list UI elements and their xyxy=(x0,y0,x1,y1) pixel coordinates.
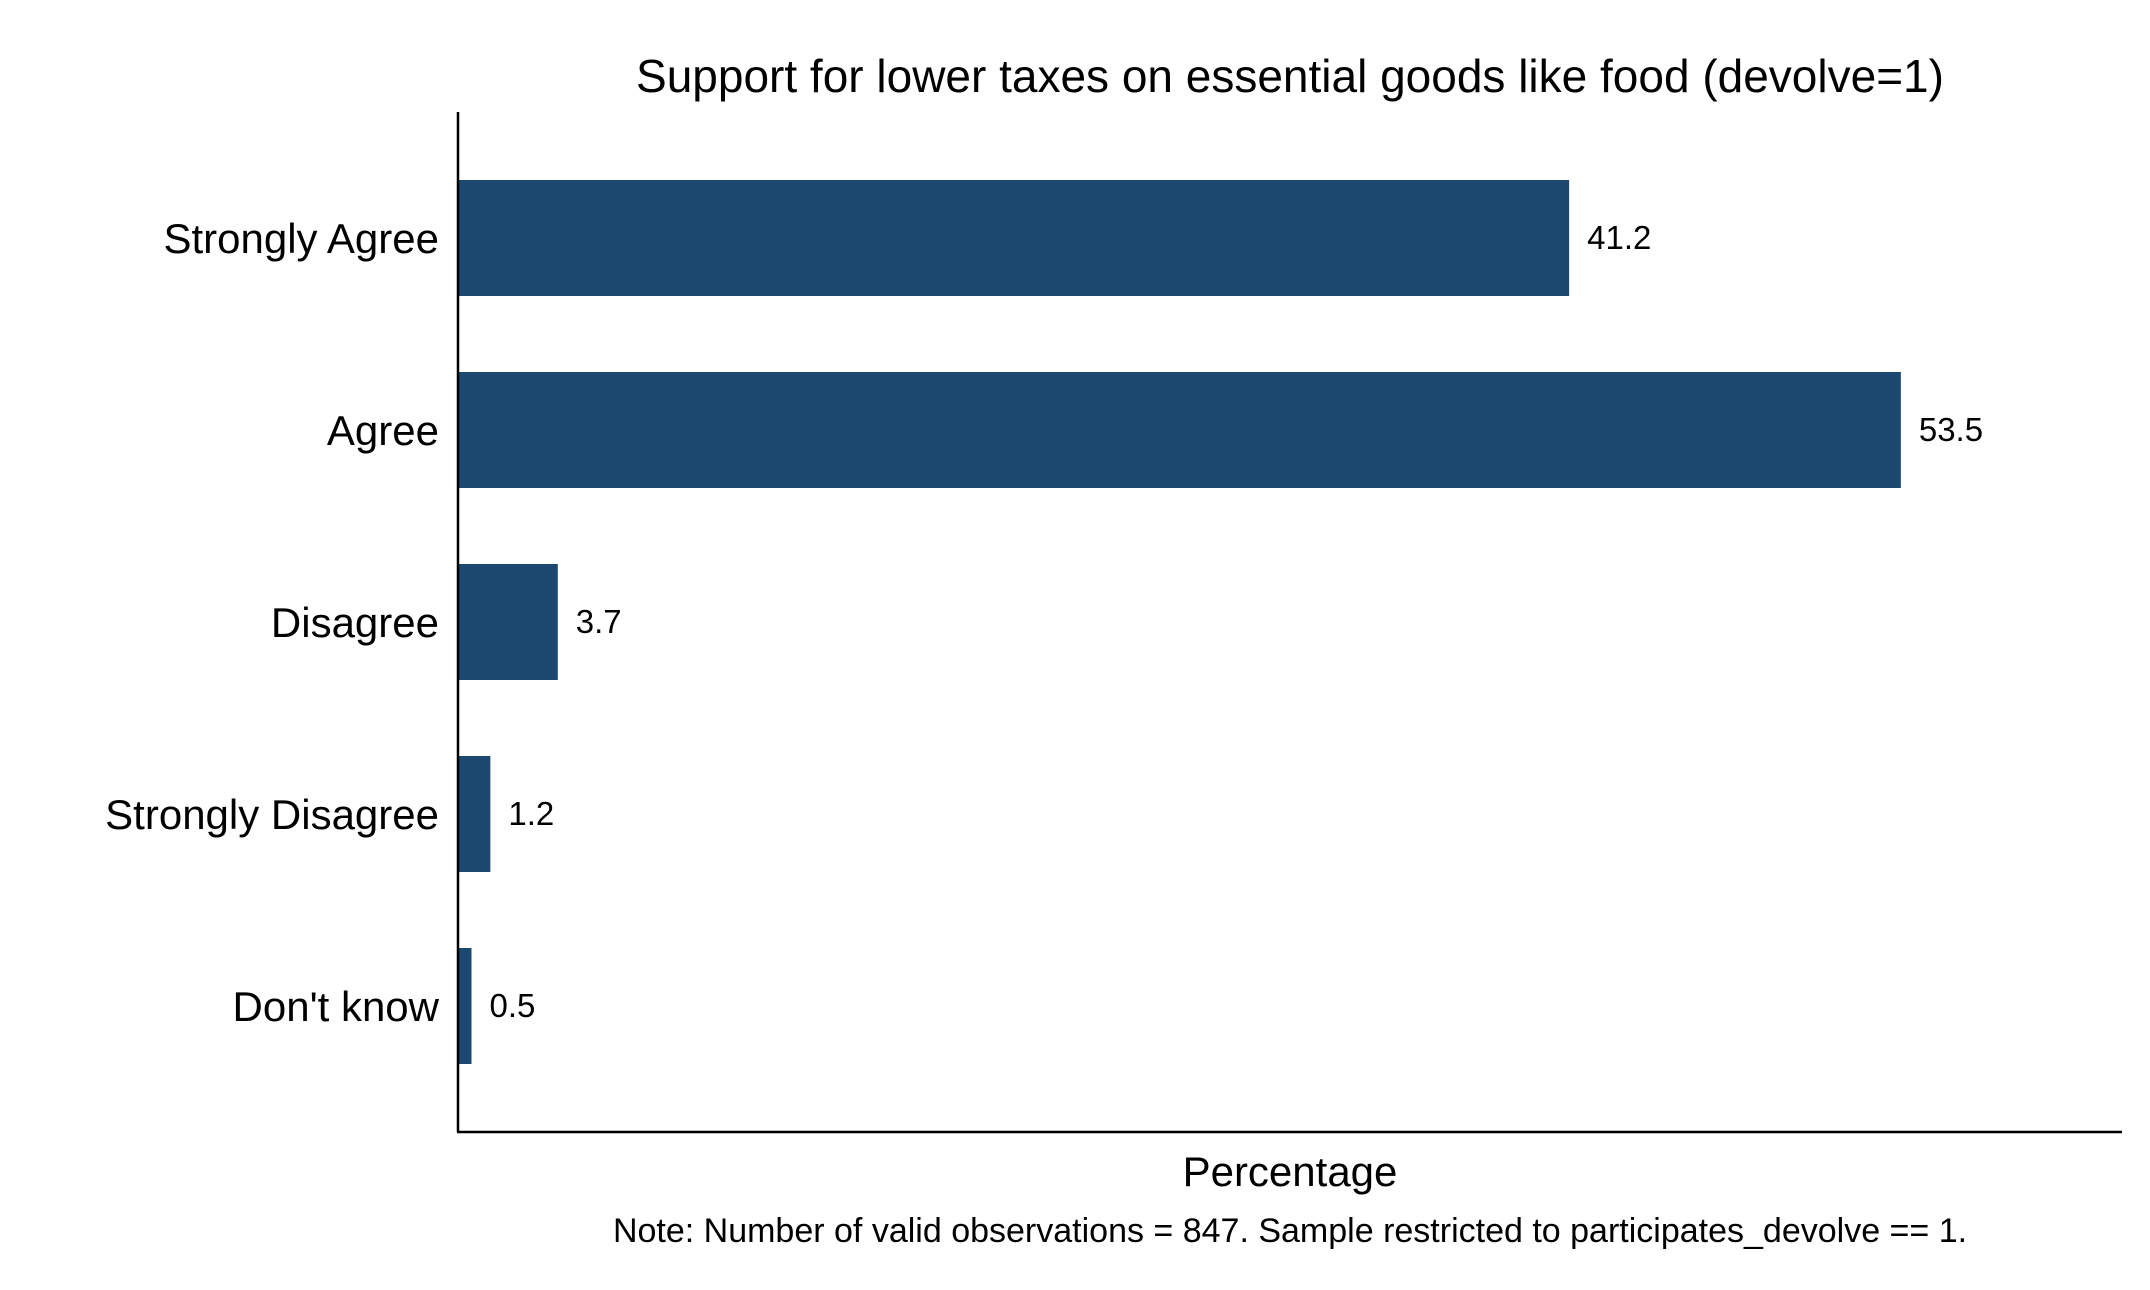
category-label-1: Agree xyxy=(327,407,439,454)
data-label-1: 53.5 xyxy=(1919,411,1983,448)
bar-0 xyxy=(458,180,1570,296)
category-label-3: Strongly Disagree xyxy=(105,791,439,838)
x-axis-label: Percentage xyxy=(1183,1148,1398,1195)
data-label-2: 3.7 xyxy=(576,603,622,640)
bar-2 xyxy=(458,564,558,680)
data-label-4: 0.5 xyxy=(489,987,535,1024)
chart-title: Support for lower taxes on essential goo… xyxy=(636,50,1944,102)
category-labels: Strongly Agree Agree Disagree Strongly Disa… xyxy=(105,215,439,1030)
data-label-0: 41.2 xyxy=(1587,219,1651,256)
category-label-0: Strongly Agree xyxy=(163,215,439,262)
category-label-2: Disagree xyxy=(271,599,439,646)
chart-note: Note: Number of valid observations = 847… xyxy=(613,1212,1967,1250)
bar-1 xyxy=(458,372,1901,488)
data-labels: 41.2 53.5 3.7 1.2 0.5 xyxy=(489,219,1983,1024)
category-label-4: Don't know xyxy=(233,983,440,1030)
bar-3 xyxy=(458,756,491,872)
bars-layer xyxy=(458,180,1901,1064)
bar-4 xyxy=(458,948,472,1064)
data-label-3: 1.2 xyxy=(508,795,554,832)
